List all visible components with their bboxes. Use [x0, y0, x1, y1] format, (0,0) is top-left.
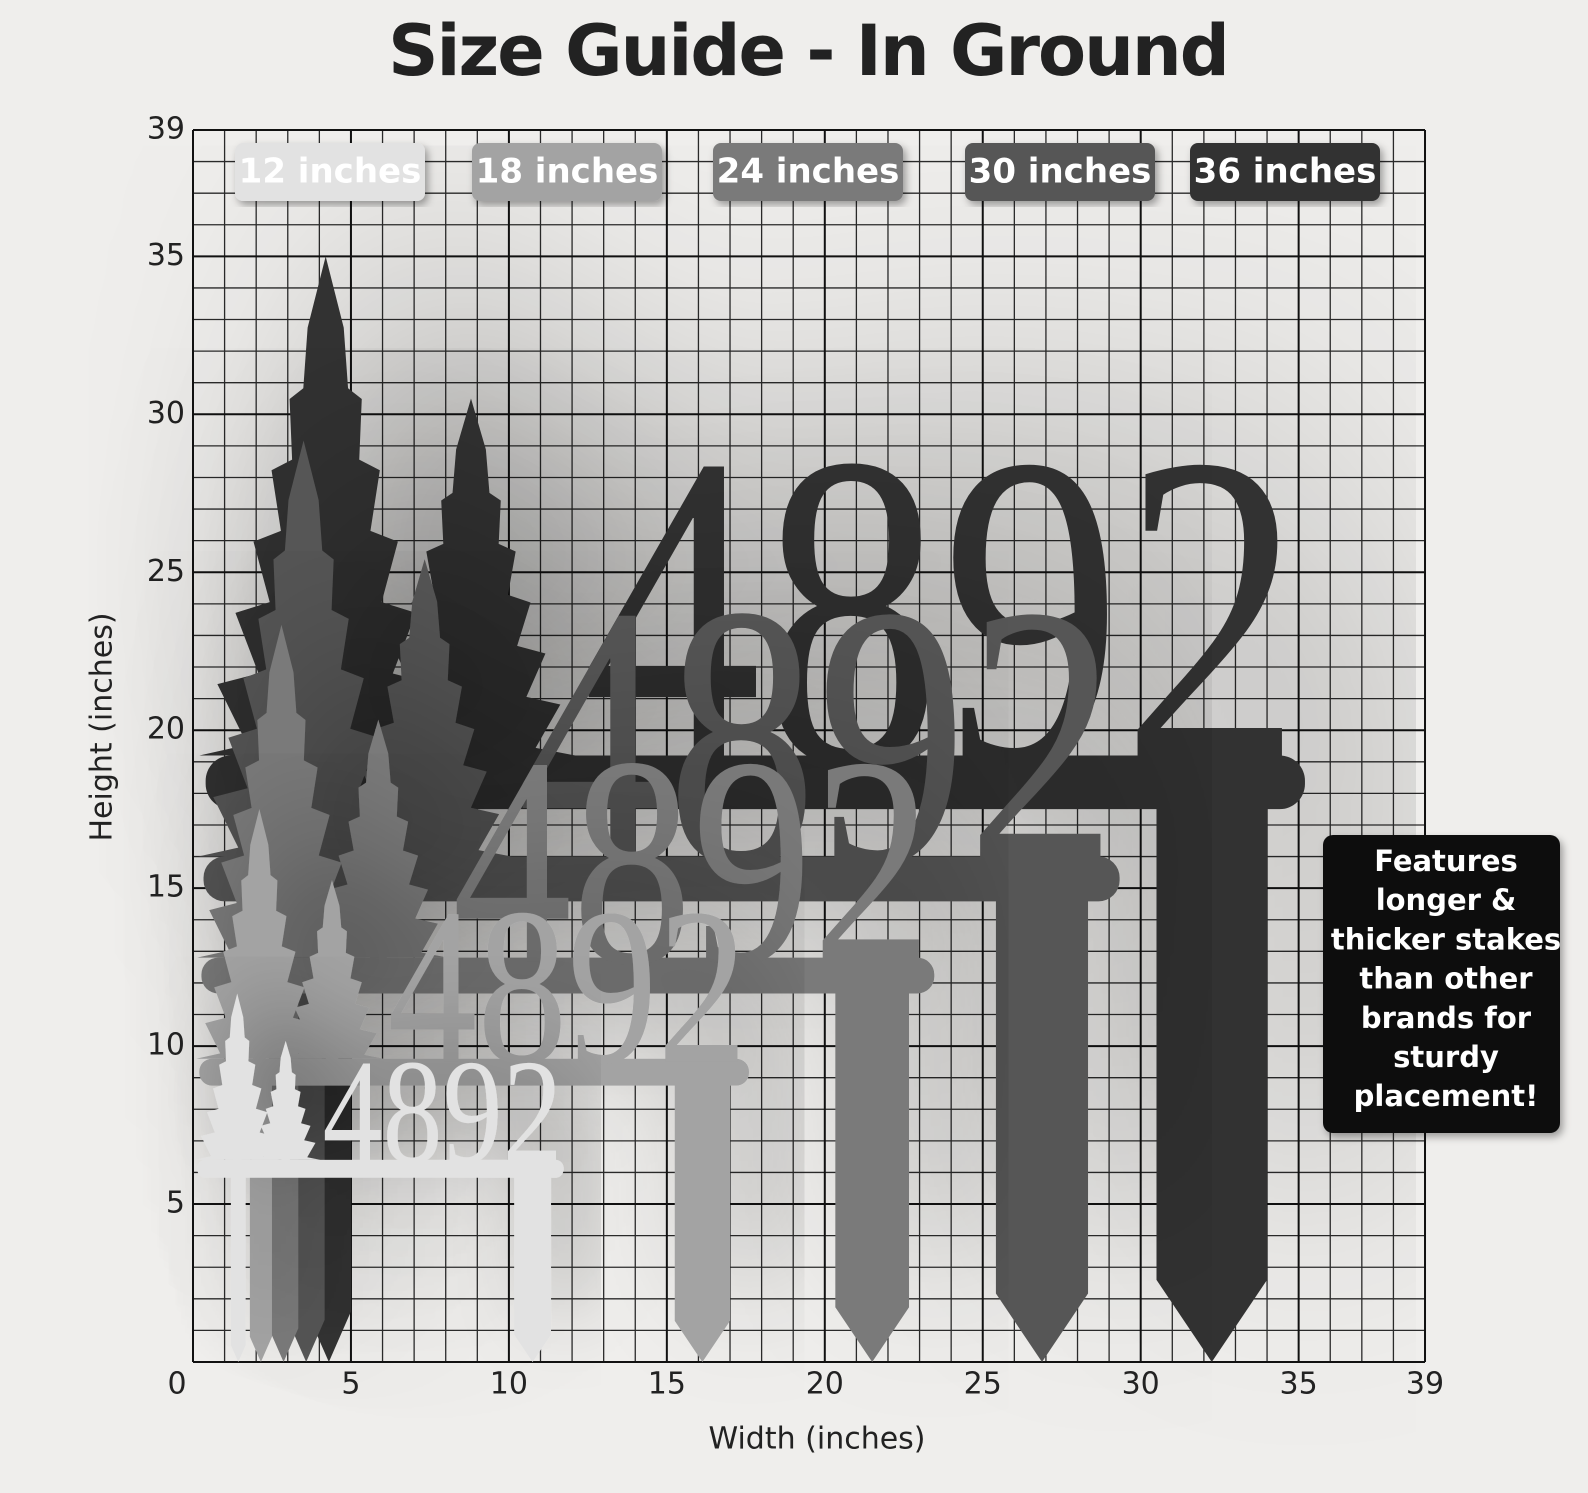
size-label-box — [1190, 143, 1380, 201]
y-tick-label: 30 — [147, 396, 185, 431]
sign-number: 4892 — [517, 529, 1117, 943]
size-label: 18 inches — [476, 152, 659, 192]
size-label-box — [713, 143, 903, 201]
y-tick-label: 20 — [147, 712, 185, 747]
tree — [250, 1040, 321, 1168]
sign-number: 4892 — [323, 1030, 563, 1195]
stake — [995, 888, 1089, 1362]
y-tick-label: 25 — [147, 554, 185, 589]
size-label: 36 inches — [1194, 152, 1377, 192]
x-tick-label: 39 — [1406, 1367, 1444, 1402]
size-label-box — [965, 143, 1155, 201]
x-tick-label: 5 — [341, 1367, 360, 1402]
callout: Features longer & thicker stakes than other… — [1331, 844, 1561, 1113]
size-label: 30 inches — [969, 152, 1152, 192]
y-tick-label: 39 — [147, 111, 185, 146]
stake — [230, 1172, 246, 1362]
stake — [1156, 793, 1268, 1362]
tree — [199, 256, 453, 778]
tree — [308, 719, 448, 973]
x-axis-label: Width (inches) — [708, 1422, 925, 1457]
y-tick-label: 5 — [166, 1186, 185, 1221]
sign-number: 4892 — [582, 363, 1302, 860]
stake — [674, 1077, 731, 1362]
tree — [279, 880, 385, 1070]
x-tick-label: 25 — [964, 1367, 1002, 1402]
size-label-box — [235, 143, 425, 201]
stake — [835, 982, 910, 1362]
bar — [205, 755, 1305, 810]
title: Size Guide - In Ground — [388, 10, 1228, 92]
tree — [197, 624, 366, 973]
x-tick-label: 35 — [1280, 1367, 1318, 1402]
callout-line: thicker stakes — [1331, 922, 1561, 956]
sign-number: 4892 — [387, 862, 747, 1111]
tree — [196, 809, 323, 1070]
stake — [514, 1172, 552, 1362]
bar — [197, 1159, 564, 1178]
sign: 4892 — [195, 993, 564, 1362]
callout-line: sturdy — [1393, 1040, 1499, 1074]
x-tick-label: 0 — [167, 1367, 186, 1402]
size-label: 24 inches — [717, 152, 900, 192]
y-axis-label: Height (inches) — [85, 612, 120, 841]
callout-line: than other — [1359, 962, 1533, 996]
sign-number: 4892 — [452, 696, 932, 1027]
callout-line: placement! — [1354, 1079, 1539, 1113]
bar — [199, 1058, 749, 1086]
size-labels: 12 inches 18 inches 24 inches 30 inches 36 i… — [235, 143, 1380, 201]
x-tick-label: 20 — [806, 1367, 844, 1402]
x-tick-label: 15 — [648, 1367, 686, 1402]
tree — [195, 993, 280, 1168]
x-tick-label: 10 — [490, 1367, 528, 1402]
y-tick-label: 15 — [147, 870, 185, 905]
size-label-box — [472, 143, 662, 201]
callout-line: Features — [1374, 844, 1518, 878]
callout-line: longer & — [1376, 883, 1517, 917]
sign: 4892 — [196, 809, 749, 1362]
size-label: 12 inches — [239, 152, 422, 192]
x-tick-label: 30 — [1122, 1367, 1160, 1402]
y-tick-label: 10 — [147, 1028, 185, 1063]
y-tick-label: 35 — [147, 238, 185, 273]
callout-line: brands for — [1361, 1001, 1532, 1035]
bar — [201, 957, 935, 994]
callout-box — [1323, 835, 1560, 1133]
bar — [203, 856, 1120, 902]
